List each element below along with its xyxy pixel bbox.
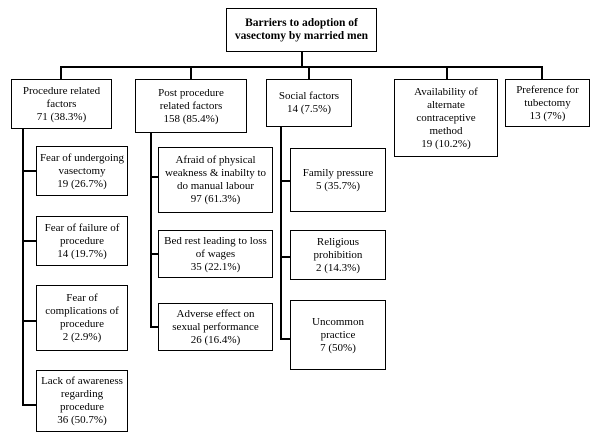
child-line: of wages bbox=[195, 247, 236, 260]
child-value: 5 (35.7%) bbox=[316, 180, 360, 192]
connector-cat3-child1 bbox=[280, 180, 290, 182]
category-line: method bbox=[429, 124, 463, 137]
category-social: Social factors 14 (7.5%) bbox=[266, 79, 352, 127]
child-line: complications of bbox=[45, 305, 119, 317]
child-line: regarding bbox=[60, 388, 104, 400]
child-value: 7 (50%) bbox=[320, 341, 356, 354]
connector-cat2-child1 bbox=[150, 176, 158, 178]
child-fear-failure: Fear of failure of procedure 14 (19.7%) bbox=[36, 216, 128, 266]
child-line: procedure bbox=[60, 318, 104, 330]
category-line: Procedure related bbox=[22, 84, 101, 97]
connector-cat1-child4 bbox=[22, 404, 36, 406]
child-line: Religious bbox=[316, 235, 360, 248]
connector-cat2 bbox=[190, 66, 192, 79]
connector-cat2-spine bbox=[150, 133, 152, 327]
category-line: Post procedure bbox=[158, 86, 224, 99]
category-line: Social factors bbox=[278, 90, 340, 102]
category-line: Preference for bbox=[516, 83, 579, 96]
child-value: 97 (61.3%) bbox=[190, 193, 241, 205]
child-fear-undergoing: Fear of undergoing vasectomy 19 (26.7%) bbox=[36, 146, 128, 196]
category-line: factors bbox=[46, 97, 77, 110]
child-fear-complications: Fear of complications of procedure 2 (2.… bbox=[36, 285, 128, 351]
root-node: Barriers to adoption of vasectomy by mar… bbox=[226, 8, 377, 52]
child-line: Uncommon bbox=[312, 315, 364, 328]
category-value: 71 (38.3%) bbox=[36, 110, 87, 123]
category-procedure: Procedure related factors 71 (38.3%) bbox=[11, 79, 112, 129]
child-bed-rest: Bed rest leading to loss of wages 35 (22… bbox=[158, 230, 273, 278]
connector-cat1-child3 bbox=[22, 320, 36, 322]
category-tubectomy: Preference for tubectomy 13 (7%) bbox=[505, 79, 590, 127]
root-line1: Barriers to adoption of bbox=[245, 17, 358, 29]
child-value: 2 (2.9%) bbox=[62, 331, 102, 343]
child-line: Fear of bbox=[66, 292, 98, 304]
connector-cat3-child3 bbox=[280, 338, 290, 340]
child-line: Family pressure bbox=[302, 167, 374, 179]
child-family-pressure: Family pressure 5 (35.7%) bbox=[290, 148, 386, 212]
connector-cat5 bbox=[541, 66, 543, 79]
connector-root-down bbox=[301, 52, 303, 67]
child-line: Bed rest leading to loss bbox=[164, 234, 267, 247]
category-line: tubectomy bbox=[524, 96, 571, 109]
child-line: Lack of awareness bbox=[41, 375, 123, 387]
connector-cat4 bbox=[446, 66, 448, 79]
category-value: 14 (7.5%) bbox=[287, 103, 331, 115]
connector-cat1 bbox=[60, 66, 62, 79]
category-line: Availability of bbox=[414, 85, 478, 98]
child-value: 19 (26.7%) bbox=[57, 177, 107, 190]
connector-cat2-child2 bbox=[150, 253, 158, 255]
child-line: Afraid of physical bbox=[175, 154, 256, 166]
connector-cat1-spine bbox=[22, 129, 24, 405]
connector-cat2-child3 bbox=[150, 326, 158, 328]
connector-horizontal-bus bbox=[60, 66, 541, 68]
category-availability: Availability of alternate contraceptive … bbox=[394, 79, 498, 157]
category-value: 158 (85.4%) bbox=[163, 112, 219, 125]
child-line: do manual labour bbox=[177, 180, 254, 192]
child-line: procedure bbox=[60, 234, 104, 247]
child-line: procedure bbox=[60, 401, 104, 413]
connector-cat1-child1 bbox=[22, 170, 36, 172]
child-line: prohibition bbox=[313, 248, 363, 261]
child-line: sexual performance bbox=[172, 320, 259, 333]
child-line: vasectomy bbox=[58, 164, 106, 177]
category-value: 13 (7%) bbox=[529, 109, 566, 122]
child-line: Fear of failure of bbox=[44, 221, 120, 234]
child-line: Adverse effect on bbox=[176, 307, 255, 320]
category-line: contraceptive bbox=[416, 111, 476, 124]
child-value: 26 (16.4%) bbox=[190, 333, 241, 346]
child-line: weakness & inabilty to bbox=[164, 167, 267, 179]
child-value: 2 (14.3%) bbox=[316, 261, 360, 274]
category-value: 19 (10.2%) bbox=[421, 137, 471, 150]
child-adverse-effect: Adverse effect on sexual performance 26 … bbox=[158, 303, 273, 351]
connector-cat1-child2 bbox=[22, 240, 36, 242]
child-value: 35 (22.1%) bbox=[190, 260, 241, 273]
child-line: practice bbox=[320, 328, 356, 341]
child-value: 14 (19.7%) bbox=[57, 247, 107, 260]
category-line: related factors bbox=[159, 99, 223, 112]
category-line: alternate bbox=[427, 98, 465, 111]
connector-cat3-child2 bbox=[280, 256, 290, 258]
child-lack-awareness: Lack of awareness regarding procedure 36… bbox=[36, 370, 128, 432]
connector-cat3 bbox=[308, 66, 310, 79]
child-afraid-weakness: Afraid of physical weakness & inabilty t… bbox=[158, 147, 273, 213]
child-religious: Religious prohibition 2 (14.3%) bbox=[290, 230, 386, 280]
child-line: Fear of undergoing bbox=[39, 151, 125, 164]
child-uncommon-practice: Uncommon practice 7 (50%) bbox=[290, 300, 386, 370]
root-line2: vasectomy by married men bbox=[234, 30, 369, 42]
child-value: 36 (50.7%) bbox=[57, 414, 107, 426]
connector-cat3-spine bbox=[280, 127, 282, 339]
category-post-procedure: Post procedure related factors 158 (85.4… bbox=[135, 79, 247, 133]
